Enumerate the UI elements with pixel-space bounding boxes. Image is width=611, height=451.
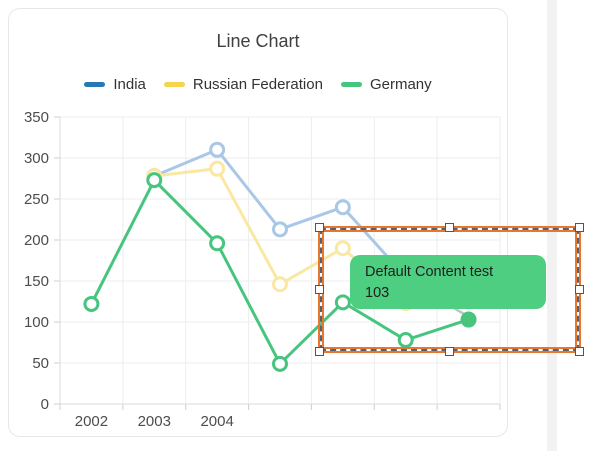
chart-title: Line Chart: [216, 31, 300, 51]
legend-item-india[interactable]: India: [84, 76, 146, 93]
vertical-scrollbar[interactable]: [547, 0, 557, 451]
resize-handle-nw[interactable]: [315, 223, 324, 232]
legend-marker-russian-federation: [163, 82, 185, 87]
resize-handle-e[interactable]: [575, 284, 584, 294]
resize-handle-sw[interactable]: [315, 347, 324, 356]
resize-handle-s[interactable]: [444, 347, 454, 356]
resize-handle-se[interactable]: [575, 347, 584, 356]
resize-handle-n[interactable]: [444, 223, 454, 232]
legend-item-germany[interactable]: Germany: [340, 76, 432, 93]
annotation-selection-box[interactable]: [315, 223, 584, 356]
legend-marker-germany: [340, 82, 362, 87]
legend-item-russian-federation[interactable]: Russian Federation: [163, 76, 323, 93]
legend-label-russian-federation: Russian Federation: [192, 76, 323, 93]
legend-marker-india: [84, 82, 106, 87]
resize-handle-w[interactable]: [315, 284, 324, 294]
legend-label-india: India: [113, 76, 146, 93]
chart-legend: India Russian Federation Germany: [9, 76, 507, 93]
chart-card: Line Chart India Russian Federation Germ…: [8, 8, 508, 437]
resize-handle-ne[interactable]: [575, 223, 584, 232]
legend-label-germany: Germany: [369, 76, 432, 93]
